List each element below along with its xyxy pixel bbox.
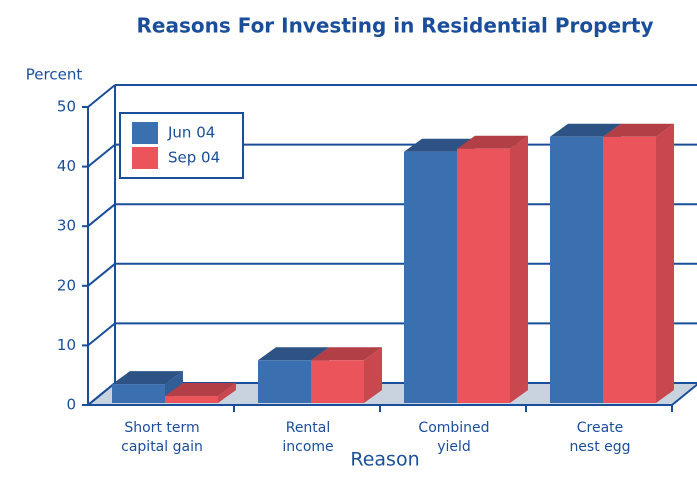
x-tick-label: nest egg <box>569 439 630 455</box>
bar-front <box>550 136 603 404</box>
bar-top <box>258 347 329 361</box>
bar <box>165 383 236 403</box>
bar-side <box>656 123 674 404</box>
grid-line-side <box>87 382 116 406</box>
bar <box>603 123 674 404</box>
grid-line-side <box>87 322 116 347</box>
bar-front <box>311 360 364 403</box>
bar-top <box>457 135 528 149</box>
bar-front <box>165 396 218 403</box>
bar-top <box>404 138 475 152</box>
bar-top <box>311 347 382 361</box>
x-tick-label: yield <box>437 439 471 455</box>
legend-label: Sep 04 <box>168 149 220 167</box>
grid-line-side <box>87 143 116 168</box>
y-tick-label: 30 <box>57 217 76 235</box>
chart-title: Reasons For Investing in Residential Pro… <box>137 14 654 38</box>
x-tick-label: income <box>282 439 333 455</box>
bar-side <box>218 383 236 403</box>
y-tick-label: 20 <box>57 276 76 294</box>
y-axis-label: Percent <box>26 66 83 84</box>
y-tick-label: 10 <box>57 336 76 354</box>
x-tick-label: Create <box>577 420 624 436</box>
bar-side <box>364 347 382 403</box>
bar <box>311 347 382 403</box>
legend-swatch <box>132 147 158 169</box>
bar-front <box>112 384 165 403</box>
x-tick-label: Combined <box>418 420 489 436</box>
bar-front <box>404 151 457 403</box>
bar-top <box>550 123 621 137</box>
x-axis-label: Reason <box>350 449 419 471</box>
legend-label: Jun 04 <box>167 124 215 142</box>
bar-front <box>603 136 656 404</box>
x-tick-label: Rental <box>286 420 331 436</box>
bar-top <box>165 383 236 397</box>
bar-top <box>603 123 674 137</box>
y-tick-label: 40 <box>57 157 76 175</box>
bar-top <box>112 371 183 385</box>
x-tick-label: Short term <box>124 420 199 436</box>
y-tick-label: 0 <box>66 396 76 414</box>
grid-line-side <box>87 84 116 108</box>
grid-line-side <box>87 203 116 227</box>
x-tick-label: capital gain <box>121 439 203 455</box>
grid-line-side <box>87 263 116 287</box>
legend-swatch <box>132 122 158 144</box>
bar-side <box>510 135 528 403</box>
bar <box>457 135 528 403</box>
bar-front <box>457 148 510 403</box>
y-tick-label: 50 <box>57 98 76 116</box>
bar-front <box>258 360 311 403</box>
